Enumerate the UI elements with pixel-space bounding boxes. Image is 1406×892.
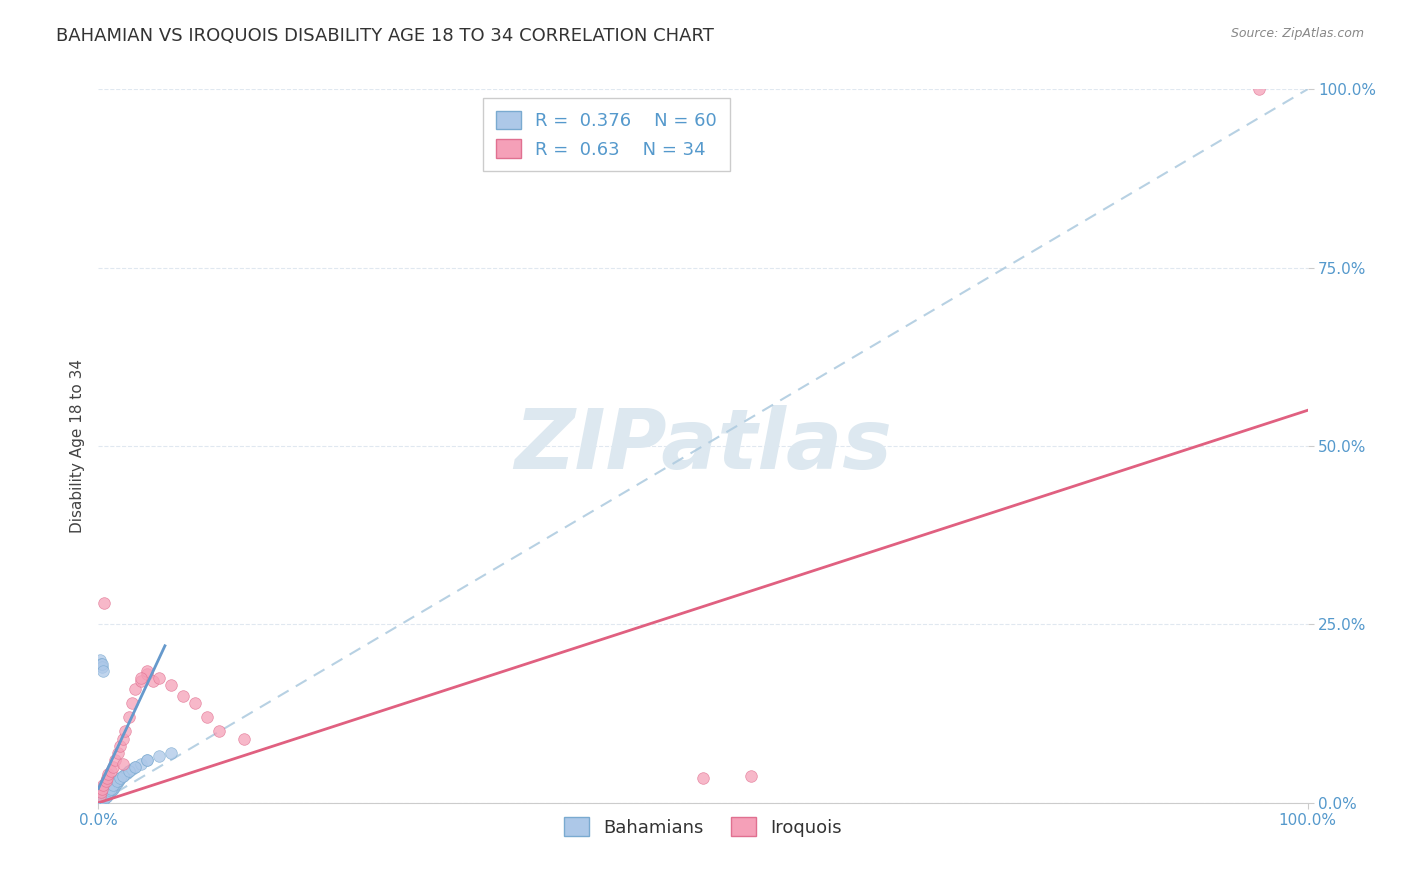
Point bbox=[89, 789, 111, 803]
Point bbox=[96, 771, 118, 785]
Point bbox=[117, 765, 139, 780]
Point bbox=[93, 779, 115, 793]
Point bbox=[108, 771, 131, 785]
Point bbox=[89, 792, 111, 806]
Point bbox=[135, 664, 157, 678]
Text: BAHAMIAN VS IROQUOIS DISABILITY AGE 18 TO 34 CORRELATION CHART: BAHAMIAN VS IROQUOIS DISABILITY AGE 18 T… bbox=[56, 27, 714, 45]
Point bbox=[101, 760, 124, 774]
Point bbox=[184, 696, 207, 710]
Point bbox=[91, 657, 114, 671]
Point bbox=[740, 769, 762, 783]
Point bbox=[148, 749, 170, 764]
Point bbox=[91, 791, 114, 805]
Point bbox=[103, 780, 125, 794]
Text: ZIPatlas: ZIPatlas bbox=[515, 406, 891, 486]
Point bbox=[97, 780, 120, 794]
Point bbox=[91, 780, 114, 794]
Point bbox=[100, 784, 122, 798]
Point bbox=[692, 771, 714, 785]
Point bbox=[121, 762, 143, 776]
Point bbox=[129, 671, 152, 685]
Point bbox=[90, 781, 112, 796]
Point bbox=[96, 787, 118, 801]
Legend: Bahamians, Iroquois: Bahamians, Iroquois bbox=[557, 810, 849, 844]
Point bbox=[129, 756, 152, 771]
Point bbox=[97, 767, 120, 781]
Point bbox=[160, 746, 183, 760]
Point bbox=[96, 789, 118, 803]
Point bbox=[124, 760, 146, 774]
Point bbox=[100, 764, 122, 778]
Point bbox=[111, 731, 134, 746]
Point bbox=[142, 674, 165, 689]
Point bbox=[89, 785, 111, 799]
Point bbox=[91, 790, 114, 805]
Point bbox=[195, 710, 218, 724]
Point bbox=[94, 783, 117, 797]
Point bbox=[100, 783, 122, 797]
Y-axis label: Disability Age 18 to 34: Disability Age 18 to 34 bbox=[69, 359, 84, 533]
Point bbox=[91, 781, 114, 796]
Point bbox=[108, 771, 131, 785]
Point bbox=[232, 731, 254, 746]
Point bbox=[94, 774, 117, 789]
Point bbox=[93, 792, 115, 806]
Point bbox=[118, 764, 141, 778]
Point bbox=[98, 786, 121, 800]
Point bbox=[160, 678, 183, 692]
Point bbox=[93, 596, 115, 610]
Point bbox=[96, 781, 118, 796]
Point bbox=[101, 778, 124, 792]
Point bbox=[208, 724, 231, 739]
Point bbox=[98, 783, 121, 797]
Point bbox=[93, 784, 115, 798]
Point bbox=[100, 776, 122, 790]
Point bbox=[172, 689, 194, 703]
Point bbox=[111, 769, 134, 783]
Point bbox=[91, 664, 114, 678]
Point bbox=[111, 769, 134, 783]
Point bbox=[1249, 82, 1271, 96]
Point bbox=[148, 671, 170, 685]
Point bbox=[101, 781, 124, 796]
Point bbox=[124, 760, 146, 774]
Point bbox=[118, 764, 141, 778]
Point bbox=[91, 660, 114, 674]
Point bbox=[108, 772, 131, 787]
Point bbox=[124, 681, 146, 696]
Point bbox=[107, 746, 129, 760]
Point bbox=[90, 785, 112, 799]
Point bbox=[97, 785, 120, 799]
Point bbox=[129, 674, 152, 689]
Point bbox=[94, 790, 117, 805]
Point bbox=[93, 790, 115, 805]
Point bbox=[107, 774, 129, 789]
Point bbox=[114, 767, 136, 781]
Point bbox=[89, 789, 111, 803]
Point bbox=[114, 724, 136, 739]
Point bbox=[105, 774, 128, 789]
Point bbox=[90, 790, 112, 805]
Point bbox=[89, 653, 111, 667]
Point bbox=[135, 753, 157, 767]
Point bbox=[94, 789, 117, 804]
Text: Source: ZipAtlas.com: Source: ZipAtlas.com bbox=[1230, 27, 1364, 40]
Point bbox=[111, 756, 134, 771]
Point bbox=[135, 667, 157, 681]
Point bbox=[104, 753, 127, 767]
Point bbox=[121, 696, 143, 710]
Point bbox=[108, 739, 131, 753]
Point bbox=[105, 776, 128, 790]
Point bbox=[91, 783, 114, 797]
Point bbox=[91, 786, 114, 800]
Point bbox=[90, 787, 112, 801]
Point bbox=[91, 789, 114, 803]
Point bbox=[118, 710, 141, 724]
Point bbox=[104, 778, 127, 792]
Point bbox=[100, 781, 122, 796]
Point bbox=[135, 753, 157, 767]
Point bbox=[90, 657, 112, 671]
Point bbox=[97, 787, 120, 801]
Point bbox=[91, 778, 114, 792]
